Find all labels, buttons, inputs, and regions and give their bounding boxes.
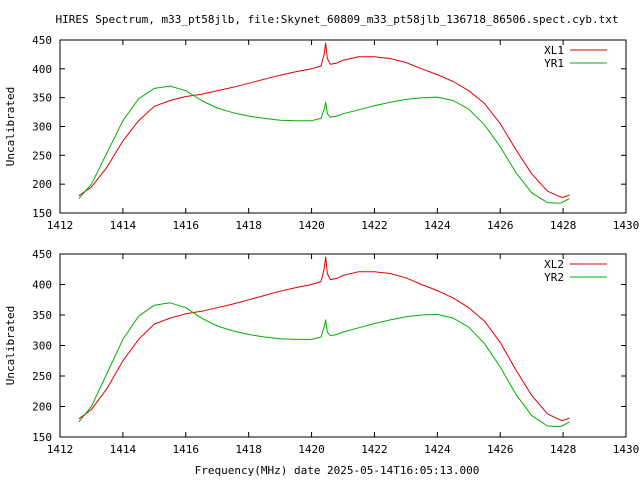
x-tick-label: 1416 xyxy=(173,219,200,232)
x-tick-label: 1414 xyxy=(110,219,137,232)
y-tick-label: 250 xyxy=(32,370,52,383)
y-axis-label: Uncalibrated xyxy=(4,306,17,385)
x-tick-label: 1418 xyxy=(235,219,262,232)
y-tick-label: 250 xyxy=(32,149,52,162)
series-line-xl1 xyxy=(78,42,570,198)
x-tick-label: 1422 xyxy=(361,443,388,456)
x-tick-label: 1428 xyxy=(550,443,577,456)
y-tick-label: 400 xyxy=(32,63,52,76)
x-tick-label: 1424 xyxy=(424,443,451,456)
x-tick-label: 1420 xyxy=(298,443,325,456)
y-tick-label: 450 xyxy=(32,248,52,261)
legend-label-xl1: XL1 xyxy=(544,44,564,57)
y-tick-label: 200 xyxy=(32,401,52,414)
panel-2: 1412 1414 1416 1418 1420 1422 1424 1426 1428 1430… xyxy=(4,248,639,456)
x-tick-label: 1426 xyxy=(487,219,514,232)
series-line-xl2 xyxy=(78,256,570,421)
y-axis-label: Uncalibrated xyxy=(4,87,17,166)
plot-frame xyxy=(59,253,627,438)
y-tick-label: 450 xyxy=(32,34,52,47)
y-tick-label: 300 xyxy=(32,340,52,353)
x-tick-label: 1422 xyxy=(361,219,388,232)
x-tick-label: 1428 xyxy=(550,219,577,232)
y-tick-label: 350 xyxy=(32,92,52,105)
panel-1: 1412 1414 1416 1418 1420 1422 1424 1426 1428 1430… xyxy=(4,34,639,232)
x-tick-label: 1420 xyxy=(298,219,325,232)
series-line-yr1 xyxy=(78,85,570,204)
legend-label-yr2: YR2 xyxy=(544,271,564,284)
legend-label-yr1: YR1 xyxy=(544,57,564,70)
x-tick-label: 1430 xyxy=(613,443,640,456)
panels: 1412 1414 1416 1418 1420 1422 1424 1426 1428 1430… xyxy=(4,34,639,456)
x-tick-label: 1430 xyxy=(613,219,640,232)
y-tick-label: 150 xyxy=(32,207,52,220)
series-line-yr2 xyxy=(78,302,570,428)
y-tick-label: 350 xyxy=(32,309,52,322)
x-tick-label: 1418 xyxy=(235,443,262,456)
x-tick-label: 1414 xyxy=(110,443,137,456)
x-tick-label: 1412 xyxy=(47,443,74,456)
y-tick-label: 150 xyxy=(32,431,52,444)
y-tick-label: 400 xyxy=(32,279,52,292)
legend-label-xl2: XL2 xyxy=(544,258,564,271)
y-tick-label: 200 xyxy=(32,178,52,191)
y-tick-label: 300 xyxy=(32,121,52,134)
x-tick-label: 1426 xyxy=(487,443,514,456)
chart-title: HIRES Spectrum, m33_pt58jlb, file:Skynet… xyxy=(56,13,619,26)
x-tick-label: 1424 xyxy=(424,219,451,232)
x-axis-label: Frequency(MHz) date 2025-05-14T16:05:13.… xyxy=(195,464,480,477)
x-tick-label: 1412 xyxy=(47,219,74,232)
x-tick-label: 1416 xyxy=(173,443,200,456)
plot-frame xyxy=(59,39,627,214)
